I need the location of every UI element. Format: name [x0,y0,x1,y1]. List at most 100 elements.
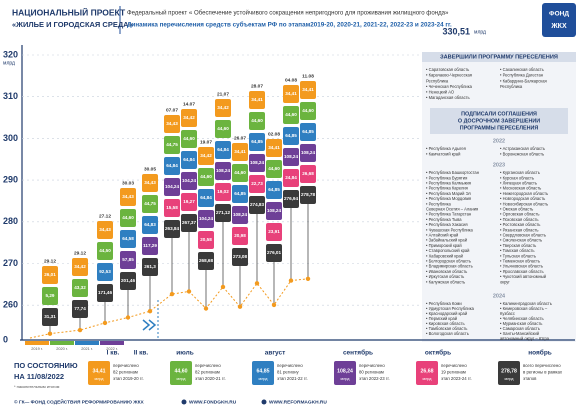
year-band [50,341,74,345]
curve-dot [77,327,83,333]
column-box [181,193,197,211]
column-box [181,172,197,190]
legend-text: этапов [523,376,537,381]
project-label: НАЦИОНАЛЬНЫЙ ПРОЕКТ [12,6,126,17]
column-box [283,190,299,208]
column-value: 34,43 [122,194,134,199]
region-item: • Забайкальский край [426,238,467,243]
column-box [181,214,197,232]
region-item: • Ростовская область [500,222,540,227]
column-value: 64,58 [122,236,134,241]
column-box [120,251,136,269]
legend-text: перечислено [113,363,139,368]
legend-text: 80 регионам [359,370,384,375]
column-box [120,209,136,227]
column-box [266,181,282,199]
column-value: 201,46 [121,278,135,283]
region-item: • Чеченская Республика [426,84,473,89]
column-box [72,300,88,318]
region-item: • Новосибирская область [500,201,548,206]
legend-unit: млрд [258,377,268,381]
column-value: 19,02 [217,189,229,194]
column-date: 19.07 [200,139,212,145]
column-value: 44,75 [166,142,178,147]
legend-value: 278,78 [501,368,517,374]
footer-copyright: © ГК— ФОНД СОДЕЙСТВИЯ РЕФОРМИРОВАНИЮ ЖКХ [14,397,145,405]
column-value: 34,41 [302,87,314,92]
curve-dot [147,309,153,314]
region-item: • Карачаево-Черкесская [426,73,472,78]
legend-value: 64,85 [257,368,270,374]
column-value: 261,3 [144,264,156,269]
column-value: 23,91 [268,229,280,234]
region-item: • Псковская область [500,217,539,222]
column-value: 20,98 [234,233,246,238]
column-value: 22,73 [251,181,263,186]
region-item: • Приморский край [426,243,462,248]
region-item: • Астраханская область [500,146,545,151]
region-item: • Курганская область [500,170,540,175]
column-box [232,185,248,203]
logo-text: ЖКХ [550,23,567,30]
column-box [283,85,299,103]
y-axis-label: 290 [3,174,18,184]
legend-text: в регионы в рамках [523,370,563,375]
y-axis-label: 270 [3,258,18,268]
column-value: 64,85 [302,129,314,134]
column-value: 108,24 [301,150,315,155]
column-box [198,147,214,165]
column-box [266,244,282,262]
region-item: • Белгородская область [426,258,471,263]
column-value: 15,58 [166,205,178,210]
column-box [300,186,316,204]
column-box [164,220,180,238]
y-axis-label: 280 [3,216,18,226]
column-date: 26.07 [234,135,246,141]
legend-value: 108,24 [337,368,353,374]
column-value: 274,83 [250,202,264,207]
column-value: 20,58 [200,237,212,242]
column-value: 34,42 [183,115,195,120]
legend-text: 81 региону [277,370,299,375]
region-item: • Воронежская область [500,151,544,156]
column-box [164,115,180,133]
column-box [300,144,316,162]
region-item: • Краснодарский край [426,311,467,316]
column-value: 268,68 [199,258,213,263]
column-box [283,148,299,166]
region-item: • Ставропольский край [426,248,469,253]
column-box [232,227,248,245]
column-box [215,204,231,222]
region-item: • Свердловская область [500,232,546,237]
region-item: • Кабардино-Балкарская [500,78,547,83]
y-axis-label: 320 [3,49,18,59]
y-axis-label: 310 [3,91,18,101]
column-date: 30.03 [122,180,134,186]
column-value: 31,31 [44,314,56,319]
as-of: НА 11/08/2022 [14,372,64,381]
x-axis-label: август [265,350,286,357]
region-item: • Чувашская Республика [426,227,473,232]
region-item: • Республика Татарстан [426,212,471,217]
column-value: 108,24 [216,168,230,173]
federal-project: Федеральный проект « Обеспечение устойчи… [127,10,449,17]
column-value: 5,29 [46,293,55,298]
column-box [42,266,58,284]
column-value: 34,41 [234,149,246,154]
region-item: • Владимирская область [426,264,473,269]
column-value: 276,01 [267,250,281,255]
curve-dot [237,304,243,309]
curve-dot [102,320,108,326]
column-value: 108,24 [250,160,264,165]
column-box [97,221,113,239]
footer-icon [181,399,187,405]
y-axis-label: 0 [3,334,8,344]
column-box [283,169,299,187]
column-value: 64,85 [251,139,263,144]
region-item: • Республика Карелия [426,186,468,191]
column-value: 271,12 [216,210,230,215]
column-value: 44,60 [302,108,314,113]
column-value: 34,42 [200,153,212,158]
column-date: 14.07 [183,101,195,107]
column-box [300,123,316,141]
